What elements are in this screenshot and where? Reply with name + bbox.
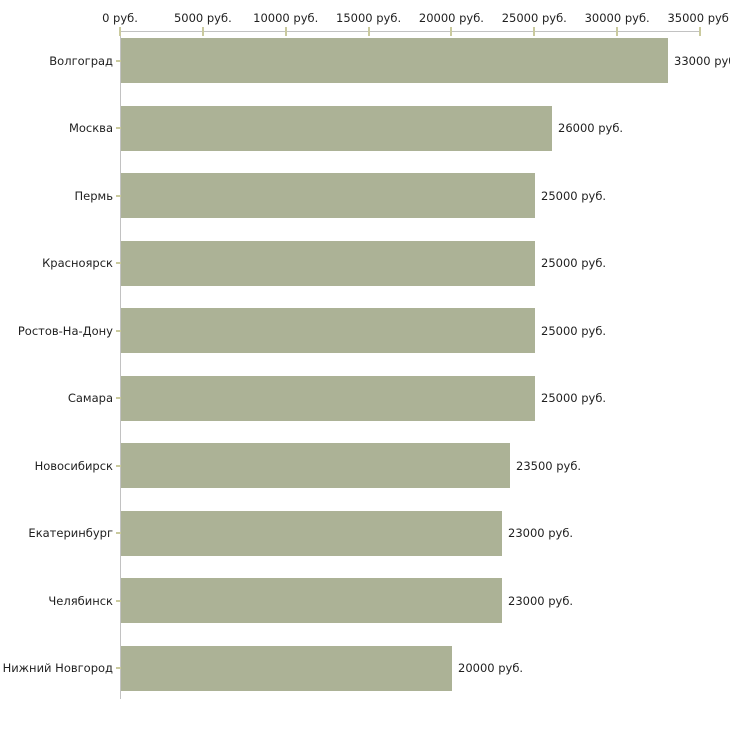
- bar-2: [121, 105, 552, 151]
- bar-6: [121, 375, 535, 421]
- bar-3: [121, 173, 535, 218]
- x-axis-tick-label: 35000 руб.: [667, 11, 730, 25]
- y-axis-tick-mark: [116, 195, 123, 197]
- y-axis-tick-mark: [116, 330, 123, 332]
- bar-8: [121, 510, 502, 556]
- x-axis-tick-label: 25000 руб.: [501, 11, 567, 25]
- y-axis-tick-mark: [116, 397, 123, 399]
- x-axis-tick-mark: [533, 27, 536, 36]
- x-axis-tick-mark: [119, 27, 121, 36]
- category-label: Пермь: [74, 189, 113, 203]
- x-axis-tick-label: 30000 руб.: [584, 11, 650, 25]
- bar-value-label: 23000 руб.: [508, 526, 574, 540]
- x-axis-tick-label: 0 руб.: [102, 11, 138, 25]
- y-axis-tick-mark: [116, 262, 123, 264]
- y-axis-tick-mark: [116, 465, 123, 467]
- bar-value-label: 25000 руб.: [541, 324, 607, 338]
- y-axis-line: [120, 31, 121, 699]
- category-label: Москва: [68, 121, 113, 135]
- category-label: Красноярск: [42, 256, 113, 270]
- x-axis-tick-label: 15000 руб.: [336, 11, 402, 25]
- bar-value-label: 23500 руб.: [516, 459, 582, 473]
- bar-1: [121, 38, 668, 83]
- bar-4: [121, 240, 535, 286]
- bar-value-label: 33000 руб: [674, 54, 730, 68]
- x-axis-tick-mark: [616, 27, 619, 36]
- category-label: Самара: [67, 391, 113, 405]
- bar-value-label: 26000 руб.: [558, 121, 624, 135]
- category-label: Челябинск: [48, 594, 113, 608]
- bar-value-label: 23000 руб.: [508, 594, 574, 608]
- bar-value-label: 25000 руб.: [541, 256, 607, 270]
- x-axis-tick-mark: [367, 27, 370, 36]
- x-axis-tick-mark: [201, 27, 204, 36]
- category-label: Волгоград: [49, 54, 113, 68]
- category-label: Нижний Новгород: [2, 661, 113, 675]
- bar-9: [121, 578, 502, 623]
- x-axis-tick-label: 10000 руб.: [253, 11, 319, 25]
- x-axis-tick-label: 5000 руб.: [173, 11, 232, 25]
- category-label: Ростов-На-Дону: [17, 324, 113, 338]
- bar-value-label: 25000 руб.: [541, 189, 607, 203]
- bar-10: [121, 645, 452, 691]
- category-label: Екатеринбург: [28, 526, 113, 540]
- y-axis-tick-mark: [116, 667, 123, 669]
- y-axis-tick-mark: [116, 532, 123, 534]
- y-axis-tick-mark: [116, 60, 123, 62]
- bar-value-label: 25000 руб.: [541, 391, 607, 405]
- y-axis-tick-mark: [116, 127, 123, 129]
- x-axis-tick-mark: [450, 27, 453, 36]
- bar-5: [121, 308, 535, 353]
- x-axis-tick-mark: [699, 27, 701, 36]
- y-axis-tick-mark: [116, 600, 123, 602]
- bar-7: [121, 443, 510, 488]
- bar-value-label: 20000 руб.: [458, 661, 524, 675]
- x-axis-tick-label: 20000 руб.: [418, 11, 484, 25]
- category-label: Новосибирск: [34, 459, 113, 473]
- x-axis-line: [120, 31, 701, 32]
- x-axis-tick-mark: [284, 27, 287, 36]
